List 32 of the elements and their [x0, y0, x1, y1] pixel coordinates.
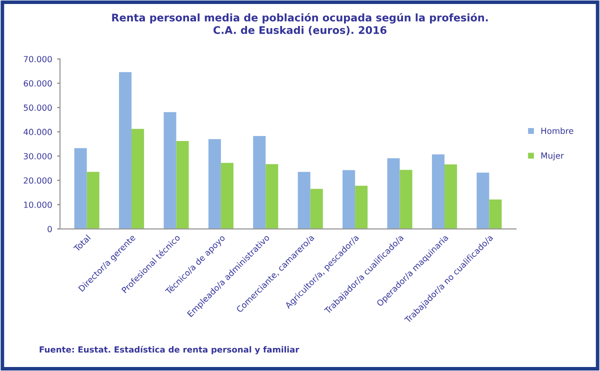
- bar: [132, 128, 144, 229]
- y-tick-label: 0: [48, 226, 52, 232]
- bar: [400, 170, 412, 229]
- y-tick-label: 50.000: [24, 104, 52, 111]
- bar: [208, 139, 221, 229]
- y-tick-label: 40.000: [24, 128, 52, 136]
- bar: [253, 136, 266, 229]
- bar: [355, 186, 368, 229]
- bar: [310, 188, 323, 229]
- bar: [387, 158, 400, 229]
- legend-label: Hombre: [541, 128, 574, 134]
- y-tick-label: 20.000: [24, 177, 52, 184]
- y-tick-label: 70.000: [24, 56, 52, 62]
- bar: [176, 141, 189, 229]
- source-note: Fuente: Eustat. Estadística de renta personal y familiar: [40, 346, 300, 354]
- y-tick-label: 60.000: [24, 80, 52, 87]
- bar: [342, 170, 356, 229]
- bar: [266, 164, 278, 229]
- bar: [74, 148, 87, 229]
- bar: [298, 172, 310, 229]
- bar: [86, 172, 100, 229]
- bar: [444, 164, 457, 229]
- bar: [476, 172, 490, 229]
- bar: [119, 72, 132, 229]
- bar: [432, 154, 444, 229]
- y-tick-label: 30.000: [24, 153, 52, 160]
- bar: [489, 200, 502, 229]
- bar: [164, 112, 176, 229]
- legend-label: Mujer: [541, 152, 564, 160]
- bar: [220, 162, 234, 229]
- chart-title: Renta personal media de población ocupada según la profesión. C.A. de Euskadi (euros). 2016: [112, 12, 488, 36]
- y-tick-label: 10.000: [24, 202, 52, 208]
